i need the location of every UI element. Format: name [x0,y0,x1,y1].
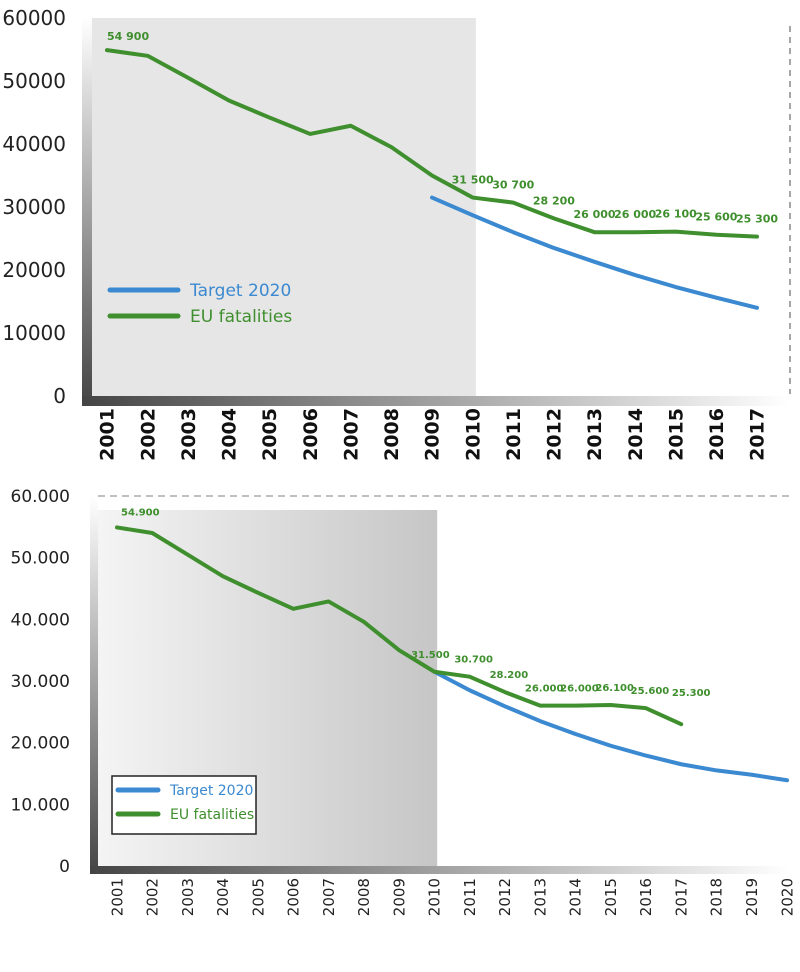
legend-label: EU fatalities [170,807,254,823]
x-tick-label: 2011 [503,408,525,461]
x-tick-label: 2003 [179,878,197,916]
x-tick-label: 2010 [462,408,484,461]
series-line-eu-fatalities [115,525,684,727]
y-tick-label: 60.000 [11,487,70,507]
data-label: 26 000 [614,208,656,221]
y-tick-label: 60000 [2,6,66,30]
x-tick-label: 2016 [706,408,728,461]
y-tick-label: 30.000 [11,672,70,692]
x-tick-label: 2001 [108,878,126,916]
x-tick-label: 2008 [355,878,373,916]
series-line-target-2020 [432,669,789,783]
legend-label: EU fatalities [190,307,292,327]
x-tick-label: 2013 [531,878,549,916]
x-tick-label: 2014 [567,878,585,916]
chart-top: 0 10000 20000 30000 40000 50000 60000 2001 2002 2… [0,0,800,484]
data-label: 54 900 [107,30,149,43]
x-axis-bar [82,396,790,406]
y-tick-label: 40.000 [11,610,70,630]
x-tick-label: 2016 [637,878,655,916]
data-label: 31.500 [411,650,450,661]
x-tick-label: 2004 [214,878,232,916]
x-tick-label: 2009 [390,878,408,916]
y-tick-label: 10.000 [11,795,70,815]
data-label: 31 500 [452,174,494,187]
y-axis-bar [90,496,98,874]
x-tick-label: 2001 [97,408,119,461]
data-label: 25.300 [672,688,711,699]
chart-top-svg: 0 10000 20000 30000 40000 50000 60000 2001 2002 2… [2,6,791,461]
x-tick-label: 2017 [672,878,690,916]
x-tick-label: 2013 [584,408,606,461]
x-tick-label: 2011 [461,878,479,916]
x-tick-label: 2014 [625,408,647,461]
data-label: 54.900 [121,507,160,518]
x-tick-label: 2012 [496,878,514,916]
y-tick-label: 50.000 [11,549,70,569]
data-label: 30.700 [454,655,493,666]
data-label: 25 300 [736,213,778,226]
x-tick-label: 2006 [285,878,303,916]
data-label: 26.000 [525,684,564,695]
x-tick-label: 2007 [320,878,338,916]
x-tick-label: 2008 [381,408,403,461]
x-tick-label: 2002 [144,878,162,916]
y-tick-label: 20000 [2,258,66,282]
data-label: 25.600 [631,686,670,697]
x-tick-label: 2009 [422,408,444,461]
x-tick-label: 2004 [219,408,241,461]
x-tick-label: 2017 [747,408,769,461]
x-tick-label: 2019 [743,878,761,916]
legend-label: Target 2020 [169,783,253,799]
x-tick-label: 2005 [249,878,267,916]
x-tick-label: 2012 [544,408,566,461]
data-label: 26.000 [560,684,599,695]
y-axis-bar [82,18,92,406]
shaded-period [92,18,476,396]
y-tick-label: 30000 [2,195,66,219]
x-tick-label: 2002 [137,408,159,461]
y-tick-label: 10000 [2,321,66,345]
x-tick-label: 2007 [340,408,362,461]
chart-bottom: 0 10.000 20.000 30.000 40.000 50.000 60.000 200… [0,484,800,972]
legend-box [111,775,257,835]
y-tick-label: 0 [59,857,70,877]
x-tick-label: 2015 [602,878,620,916]
x-tick-label: 2020 [778,878,796,916]
x-tick-label: 2005 [259,408,281,461]
series-line-eu-fatalities [105,48,759,239]
data-label: 25 600 [695,211,737,224]
series-line-target-2020 [430,195,759,310]
y-tick-label: 20.000 [11,734,70,754]
data-label: 28 200 [533,194,575,207]
data-label: 26.100 [595,683,634,694]
x-tick-label: 2003 [178,408,200,461]
x-tick-label: 2015 [665,408,687,461]
x-axis-bar [90,866,790,874]
data-label: 26 000 [573,208,615,221]
y-tick-label: 0 [53,384,66,408]
chart-bottom-svg: 0 10.000 20.000 30.000 40.000 50.000 60.000 200… [11,487,797,916]
x-tick-label: 2018 [708,878,726,916]
y-tick-label: 40000 [2,132,66,156]
data-label: 28.200 [490,670,529,681]
y-tick-label: 50000 [2,69,66,93]
x-tick-label: 2006 [300,408,322,461]
x-tick-label: 2010 [426,878,444,916]
legend-label: Target 2020 [189,281,291,301]
data-label: 26 100 [655,208,697,221]
data-label: 30 700 [492,179,534,192]
